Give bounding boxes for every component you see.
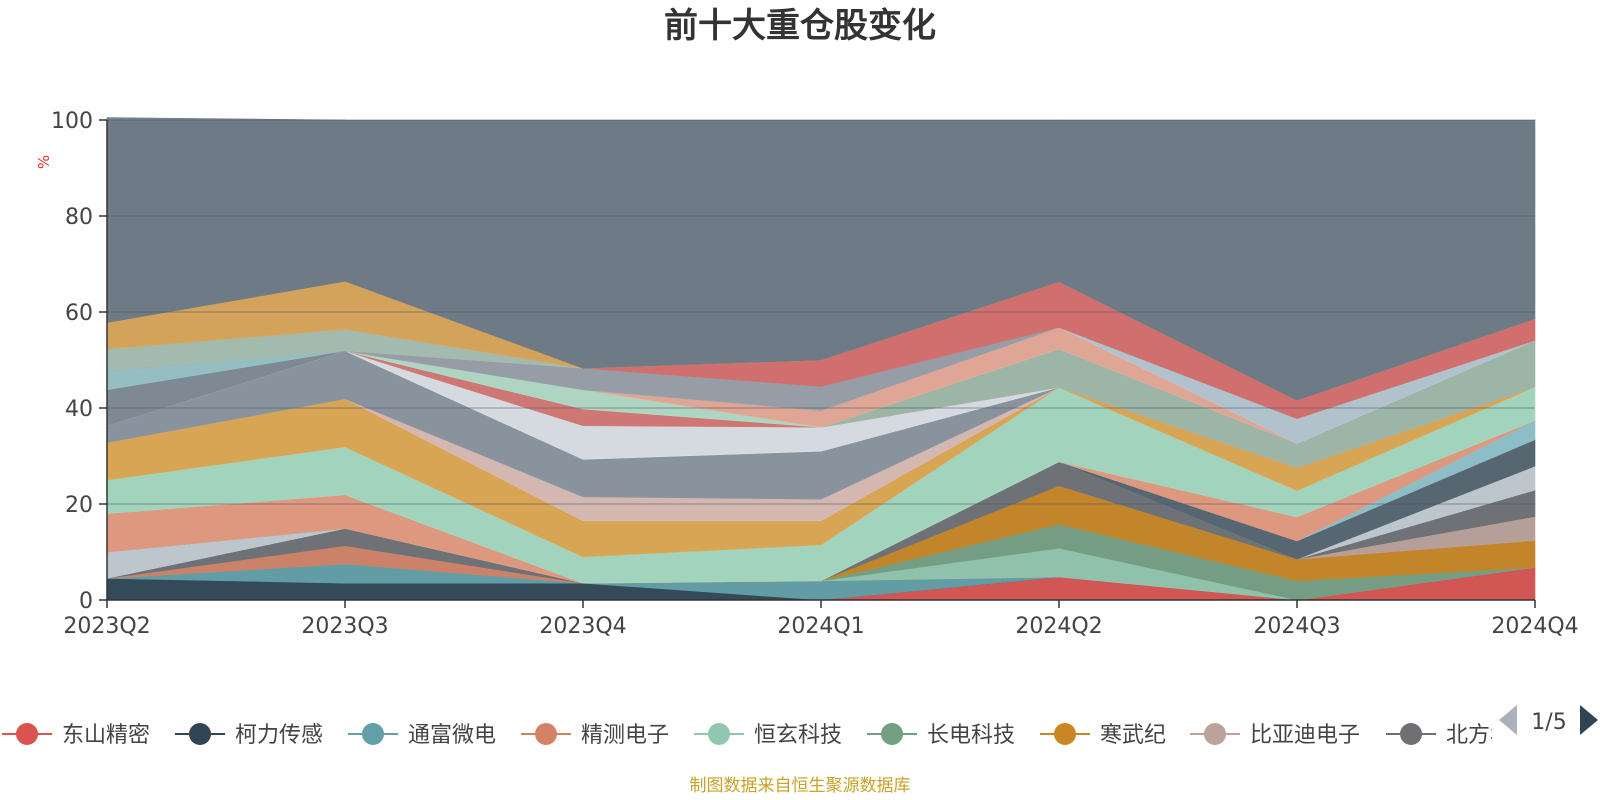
legend-marker-icon xyxy=(189,723,211,745)
legend-item[interactable]: 北方华创 xyxy=(1386,723,1534,748)
y-tick-label: 20 xyxy=(65,493,93,518)
legend-label: 寒武纪 xyxy=(1100,723,1166,748)
legend-marker-icon xyxy=(708,723,730,745)
legend-label: 精测电子 xyxy=(581,723,669,748)
legend-prev-icon[interactable] xyxy=(1499,705,1517,735)
y-tick-label: 80 xyxy=(65,205,93,230)
legend: 东山精密 柯力传感 通富微电 精测电子 恒玄科技 长电科技 寒武纪 比亚迪电子 北方华创 xyxy=(2,723,1534,748)
y-axis-label: % xyxy=(35,155,53,169)
legend-marker-icon xyxy=(16,723,38,745)
x-tick-label: 2023Q3 xyxy=(301,614,388,639)
x-tick-label: 2024Q1 xyxy=(777,614,864,639)
legend-label: 比亚迪电子 xyxy=(1250,723,1360,748)
x-tick-label: 2024Q3 xyxy=(1253,614,1340,639)
area-series-其他 xyxy=(106,117,1536,401)
legend-page-indicator: 1/5 xyxy=(1531,710,1566,735)
legend-marker-icon xyxy=(535,723,557,745)
legend-item[interactable]: 东山精密 xyxy=(2,723,150,748)
area-layers xyxy=(106,117,1536,601)
y-tick-label: 0 xyxy=(79,589,93,614)
chart-title: 前十大重仓股变化 xyxy=(664,6,936,46)
legend-label: 东山精密 xyxy=(62,723,150,748)
legend-item[interactable]: 柯力传感 xyxy=(175,723,323,748)
data-source-note: 制图数据来自恒生聚源数据库 xyxy=(690,776,911,796)
legend-item[interactable]: 通富微电 xyxy=(348,723,496,748)
x-tick-label: 2023Q4 xyxy=(539,614,626,639)
legend-label: 北方华创 xyxy=(1446,723,1534,748)
legend-item[interactable]: 长电科技 xyxy=(867,723,1015,748)
axes: 0 20 40 60 80 100 2023Q2 2023Q3 2023Q4 2024Q1 2024… xyxy=(51,109,1579,639)
legend-marker-icon xyxy=(881,723,903,745)
x-tick-label: 2024Q2 xyxy=(1015,614,1102,639)
legend-marker-icon xyxy=(1054,723,1076,745)
legend-item[interactable]: 寒武纪 xyxy=(1040,723,1166,748)
legend-label: 恒玄科技 xyxy=(754,723,842,748)
legend-marker-icon xyxy=(1400,723,1422,745)
legend-item[interactable]: 精测电子 xyxy=(521,723,669,748)
y-tick-label: 60 xyxy=(65,301,93,326)
legend-item[interactable]: 比亚迪电子 xyxy=(1190,723,1360,748)
x-tick-label: 2024Q4 xyxy=(1491,614,1578,639)
legend-marker-icon xyxy=(362,723,384,745)
legend-pager: 1/5 xyxy=(1499,705,1598,735)
y-tick-label: 40 xyxy=(65,397,93,422)
legend-marker-icon xyxy=(1204,723,1226,745)
y-tick-label: 100 xyxy=(51,109,93,134)
gridlines xyxy=(107,119,1535,505)
plot-area: 0 20 40 60 80 100 2023Q2 2023Q3 2023Q4 2024Q1 2024… xyxy=(51,109,1579,639)
legend-next-icon[interactable] xyxy=(1580,705,1598,735)
legend-label: 柯力传感 xyxy=(235,723,323,748)
legend-label: 通富微电 xyxy=(408,723,496,748)
legend-item[interactable]: 恒玄科技 xyxy=(694,723,842,748)
x-tick-label: 2023Q2 xyxy=(63,614,150,639)
legend-label: 长电科技 xyxy=(927,723,1015,748)
